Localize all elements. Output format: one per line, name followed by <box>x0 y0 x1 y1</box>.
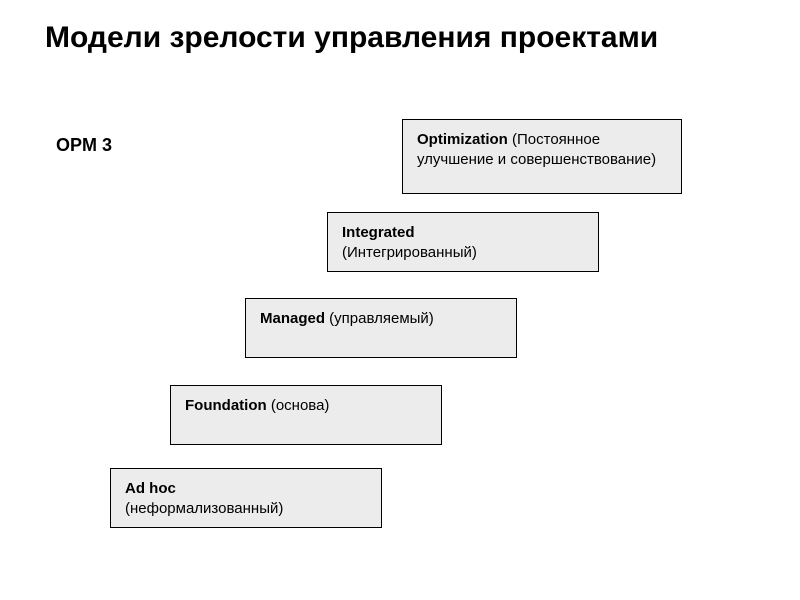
step-rest: (управляемый) <box>325 310 434 327</box>
step-adhoc: Ad hoc (неформализованный) <box>110 468 382 528</box>
step-optimization: Optimization (Постоянное улучшение и сов… <box>402 119 682 194</box>
page-title: Модели зрелости управления проектами <box>45 20 658 56</box>
step-rest: (неформализованный) <box>125 500 283 517</box>
step-bold: Managed <box>260 310 325 327</box>
model-subtitle: OPM 3 <box>56 135 112 156</box>
step-integrated: Integrated (Интегрированный) <box>327 212 599 272</box>
step-bold: Foundation <box>185 397 267 414</box>
step-managed: Managed (управляемый) <box>245 298 517 358</box>
step-rest: (основа) <box>267 397 330 414</box>
step-bold: Integrated <box>342 224 415 241</box>
step-rest: (Интегрированный) <box>342 244 477 261</box>
step-bold: Optimization <box>417 131 508 148</box>
step-foundation: Foundation (основа) <box>170 385 442 445</box>
step-bold: Ad hoc <box>125 480 176 497</box>
